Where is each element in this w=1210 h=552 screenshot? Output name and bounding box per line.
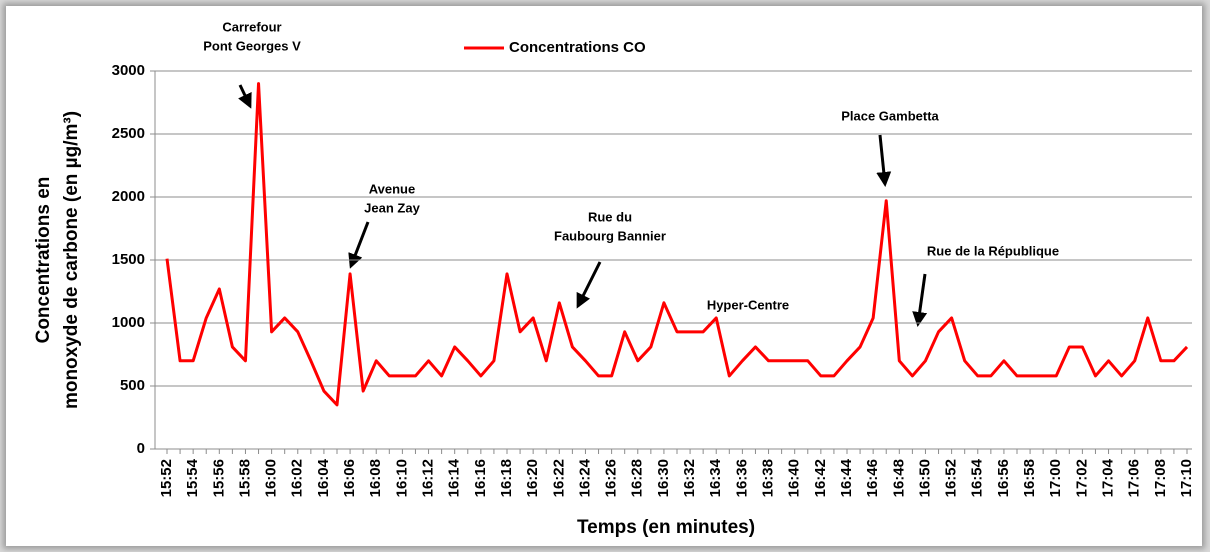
annotation: Carrefour <box>222 19 281 34</box>
y-tick-label: 0 <box>137 440 145 457</box>
x-tick-label: 16:56 <box>995 459 1012 497</box>
x-tick-label: 16:34 <box>707 458 724 497</box>
x-tick-label: 16:06 <box>341 459 358 497</box>
arrow <box>238 84 252 109</box>
x-tick-label: 16:12 <box>420 459 437 497</box>
x-tick-label: 16:44 <box>838 458 855 497</box>
x-tick-label: 16:42 <box>812 459 829 497</box>
x-tick-label: 16:46 <box>864 459 881 497</box>
annotation: Pont Georges V <box>203 38 301 53</box>
x-tick-label: 15:56 <box>210 459 227 497</box>
x-tick-label: 16:48 <box>890 459 907 497</box>
x-tick-label: 17:06 <box>1126 459 1143 497</box>
legend-label: Concentrations CO <box>509 39 646 56</box>
annotation: Avenue <box>369 181 415 196</box>
x-tick-label: 16:50 <box>916 459 933 497</box>
x-tick-label: 16:28 <box>629 459 646 497</box>
y-axis-title: monoxyde de carbone (en µg/m³) <box>61 111 82 409</box>
y-axis-title: Concentrations en <box>33 177 54 344</box>
x-tick-label: 16:26 <box>603 459 620 497</box>
x-tick-label: 16:40 <box>786 459 803 497</box>
y-tick-label: 3000 <box>112 62 145 79</box>
arrow <box>912 273 928 327</box>
y-tick-label: 2500 <box>112 125 145 142</box>
annotation: Jean Zay <box>364 200 420 215</box>
annotation: Faubourg Bannier <box>554 228 666 243</box>
arrow <box>876 134 892 187</box>
x-tick-label: 17:04 <box>1100 458 1117 497</box>
x-tick-label: 16:08 <box>367 459 384 497</box>
x-tick-label: 16:16 <box>472 459 489 497</box>
x-tick-label: 16:38 <box>760 459 777 497</box>
x-tick-label: 16:02 <box>289 459 306 497</box>
x-tick-label: 15:52 <box>158 459 175 497</box>
x-tick-label: 16:04 <box>315 458 332 497</box>
x-tick-label: 16:36 <box>733 459 750 497</box>
x-tick-label: 15:58 <box>236 459 253 497</box>
x-axis-title: Temps (en minutes) <box>577 517 755 538</box>
annotation: Place Gambetta <box>841 108 939 123</box>
x-tick-label: 16:22 <box>550 459 567 497</box>
x-tick-label: 16:00 <box>263 459 280 497</box>
x-tick-label: 17:02 <box>1073 459 1090 497</box>
x-tick-label: 15:54 <box>184 458 201 497</box>
y-tick-label: 1500 <box>112 251 145 268</box>
x-tick-label: 17:10 <box>1178 459 1195 497</box>
arrow <box>576 261 602 309</box>
x-tick-label: 16:24 <box>576 458 593 497</box>
data-line <box>165 82 1189 407</box>
x-tick-label: 17:00 <box>1047 459 1064 497</box>
arrow <box>348 221 370 269</box>
chart-frame: 0 500 1000 1500 2000 2500 3000 15:52 15:54 15:56 1… <box>6 6 1202 546</box>
x-tick-label: 17:08 <box>1152 459 1169 497</box>
x-tick-label: 16:14 <box>446 458 463 497</box>
x-tick-label: 16:10 <box>393 459 410 497</box>
annotation: Hyper-Centre <box>707 297 789 312</box>
x-tick-label: 16:58 <box>1021 459 1038 497</box>
y-tick-label: 2000 <box>112 188 145 205</box>
x-tick-label: 16:20 <box>524 459 541 497</box>
chart: 0 500 1000 1500 2000 2500 3000 15:52 15:54 15:56 1… <box>33 19 1195 538</box>
y-tick-label: 1000 <box>112 314 145 331</box>
x-tick-label: 16:52 <box>943 459 960 497</box>
x-tick-label: 16:32 <box>681 459 698 497</box>
annotation-arrows <box>238 84 928 327</box>
annotation: Rue de la République <box>927 243 1059 258</box>
x-tick-label: 16:30 <box>655 459 672 497</box>
x-tick-label: 16:54 <box>969 458 986 497</box>
y-tick-label: 500 <box>120 377 145 394</box>
annotation: Rue du <box>588 209 632 224</box>
x-tick-label: 16:18 <box>498 459 515 497</box>
